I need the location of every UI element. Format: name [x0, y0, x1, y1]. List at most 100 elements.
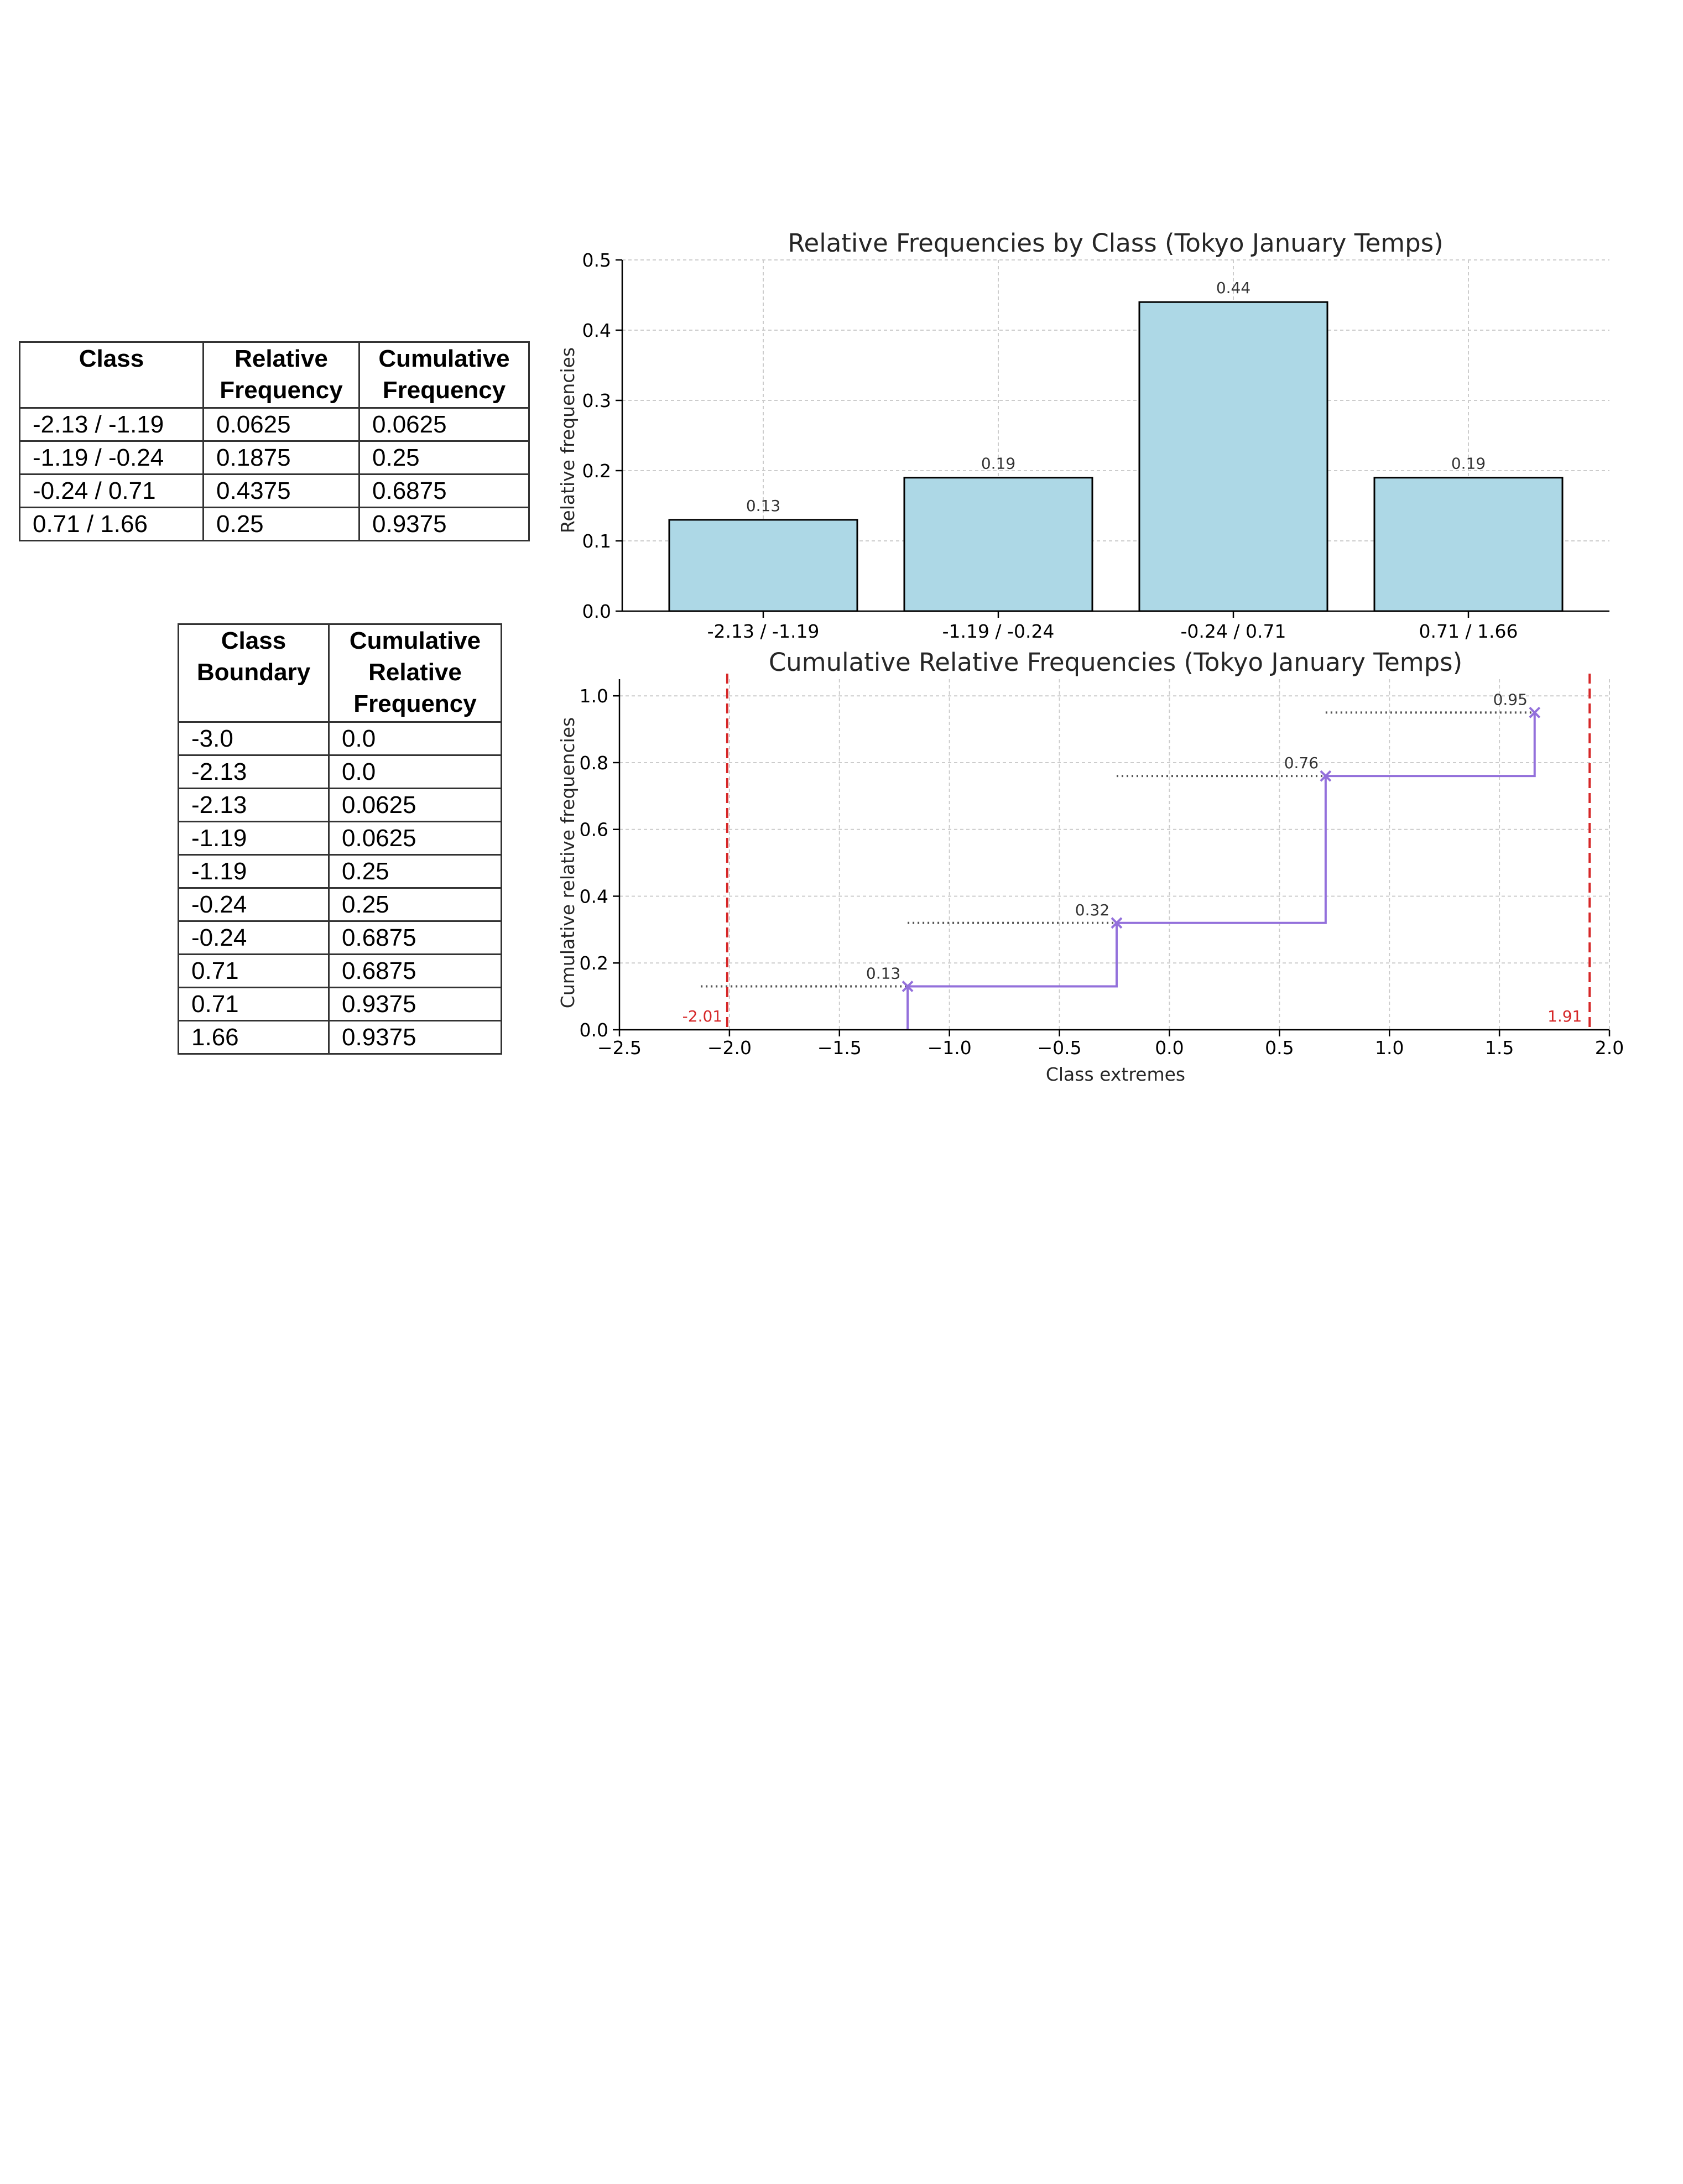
table-row: 1.66 0.9375 — [178, 1020, 502, 1055]
y-tick-label: 0.4 — [580, 885, 608, 907]
marker-stroke — [1111, 917, 1123, 929]
y-tick-label: 0.2 — [582, 460, 611, 482]
column-header: Cumulative Relative Frequency — [328, 623, 502, 723]
table-cell: -2.13 — [178, 788, 330, 822]
x-tick-label: −1.5 — [817, 1037, 862, 1059]
table-cell: -3.0 — [178, 721, 330, 756]
table-row: 0.71 0.6875 — [178, 953, 502, 988]
bar-chart-title: Relative Frequencies by Class (Tokyo Jan… — [788, 228, 1443, 258]
y-tick-label: 0.4 — [582, 320, 611, 341]
y-tick-label: 0.6 — [580, 819, 608, 841]
bar-value-label: 0.19 — [1451, 455, 1486, 473]
x-tick-label: −2.5 — [597, 1037, 642, 1059]
x-tick-label: 0.71 / 1.66 — [1419, 621, 1518, 642]
table-cell: -1.19 — [178, 821, 330, 856]
bar-chart: Relative Frequencies by Class (Tokyo Jan… — [557, 228, 1609, 642]
y-tick-label: 0.2 — [580, 952, 608, 974]
y-tick-label: 0.1 — [582, 530, 611, 552]
table-row: -0.24 0.6875 — [178, 920, 502, 955]
table-cell: -0.24 — [178, 920, 330, 955]
table-row: 0.71 0.9375 — [178, 987, 502, 1021]
table-row: -2.13 0.0 — [178, 754, 502, 789]
table-row: -1.19 / -0.24 0.1875 0.25 — [19, 440, 530, 475]
bar-value-label: 0.13 — [746, 497, 780, 515]
table-cell: 1.66 — [178, 1020, 330, 1055]
table-cell: 0.0 — [328, 721, 502, 756]
step-marker — [1320, 770, 1332, 782]
x-tick-label: −0.5 — [1037, 1037, 1081, 1059]
marker-stroke — [902, 981, 914, 992]
table-cell: -1.19 — [178, 854, 330, 889]
boundary-label: 1.91 — [1547, 1007, 1582, 1025]
marker-stroke — [1529, 706, 1541, 718]
table-cell: -0.24 / 0.71 — [19, 473, 204, 508]
x-tick-label: −1.0 — [928, 1037, 972, 1059]
column-header: Class — [19, 341, 204, 409]
step-value-label: 0.32 — [1075, 901, 1109, 919]
class-boundary-table: Class Boundary Cumulative Relative Frequenc… — [178, 623, 502, 1055]
table-cell: 0.25 — [328, 854, 502, 889]
step-chart-y-axis-label: Cumulative relative frequencies — [557, 717, 579, 1008]
table-cell: -2.13 / -1.19 — [19, 407, 204, 442]
y-tick-label: 0.0 — [580, 1019, 608, 1041]
x-tick-label: -1.19 / -0.24 — [942, 621, 1055, 642]
table-cell: 0.9375 — [328, 987, 502, 1021]
table-cell: 0.25 — [328, 887, 502, 922]
step-value-label: 0.76 — [1284, 754, 1319, 772]
table-row: -0.24 0.25 — [178, 887, 502, 922]
table-cell: 0.4375 — [202, 473, 360, 508]
step-value-label: 0.95 — [1493, 690, 1528, 708]
boundary-label: -2.01 — [682, 1007, 722, 1025]
step-chart-x-axis-label: Class extremes — [1046, 1064, 1185, 1085]
bar-value-label: 0.44 — [1216, 279, 1250, 297]
bar-value-label: 0.19 — [981, 455, 1015, 473]
bar — [668, 519, 858, 612]
table-cell: 0.6875 — [328, 953, 502, 988]
table-header-row: Class Relative Frequency Cumulative Freque… — [19, 341, 530, 409]
step-marker — [902, 981, 914, 992]
x-tick-label: -2.13 / -1.19 — [707, 621, 820, 642]
table-row: -1.19 0.25 — [178, 854, 502, 889]
table-row: -1.19 0.0625 — [178, 821, 502, 856]
table-cell: 0.1875 — [202, 440, 360, 475]
table-row: -2.13 / -1.19 0.0625 0.0625 — [19, 407, 530, 442]
table-row: 0.71 / 1.66 0.25 0.9375 — [19, 507, 530, 541]
y-tick-label: 0.8 — [580, 752, 608, 774]
table-cell: 0.0625 — [202, 407, 360, 442]
cumulative-step-chart: Cumulative Relative Frequencies (Tokyo J… — [557, 648, 1624, 1085]
class-frequency-table: Class Relative Frequency Cumulative Freque… — [19, 341, 530, 541]
x-tick-label: 1.0 — [1375, 1037, 1404, 1059]
table-cell: 0.6875 — [328, 920, 502, 955]
x-tick-label: -0.24 / 0.71 — [1181, 621, 1286, 642]
column-header: Cumulative Frequency — [358, 341, 530, 409]
column-header: Class Boundary — [178, 623, 330, 723]
step-marker — [1529, 706, 1541, 718]
table-cell: 0.71 / 1.66 — [19, 507, 204, 541]
bar-chart-y-axis-label: Relative frequencies — [557, 347, 579, 533]
x-tick-label: −2.0 — [707, 1037, 752, 1059]
y-tick-label: 0.3 — [582, 390, 611, 411]
table-cell: 0.71 — [178, 953, 330, 988]
table-cell: 0.0625 — [328, 788, 502, 822]
marker-stroke — [1320, 770, 1332, 782]
column-header: Relative Frequency — [202, 341, 360, 409]
bar — [1373, 477, 1564, 612]
table-cell: 0.9375 — [328, 1020, 502, 1055]
x-tick-label: 0.5 — [1265, 1037, 1294, 1059]
table-cell: -2.13 — [178, 754, 330, 789]
bar — [903, 477, 1093, 612]
table-row: -2.13 0.0625 — [178, 788, 502, 822]
table-header-row: Class Boundary Cumulative Relative Frequenc… — [178, 623, 502, 723]
table-cell: -0.24 — [178, 887, 330, 922]
table-cell: 0.25 — [202, 507, 360, 541]
table-cell: 0.0 — [328, 754, 502, 789]
table-cell: 0.0625 — [358, 407, 530, 442]
table-row: -0.24 / 0.71 0.4375 0.6875 — [19, 473, 530, 508]
x-tick-label: 1.5 — [1485, 1037, 1514, 1059]
x-tick-label: 0.0 — [1155, 1037, 1184, 1059]
step-chart-title: Cumulative Relative Frequencies (Tokyo J… — [769, 648, 1462, 677]
table-cell: 0.0625 — [328, 821, 502, 856]
y-tick-label: 1.0 — [580, 685, 608, 707]
step-line — [906, 712, 1536, 1030]
